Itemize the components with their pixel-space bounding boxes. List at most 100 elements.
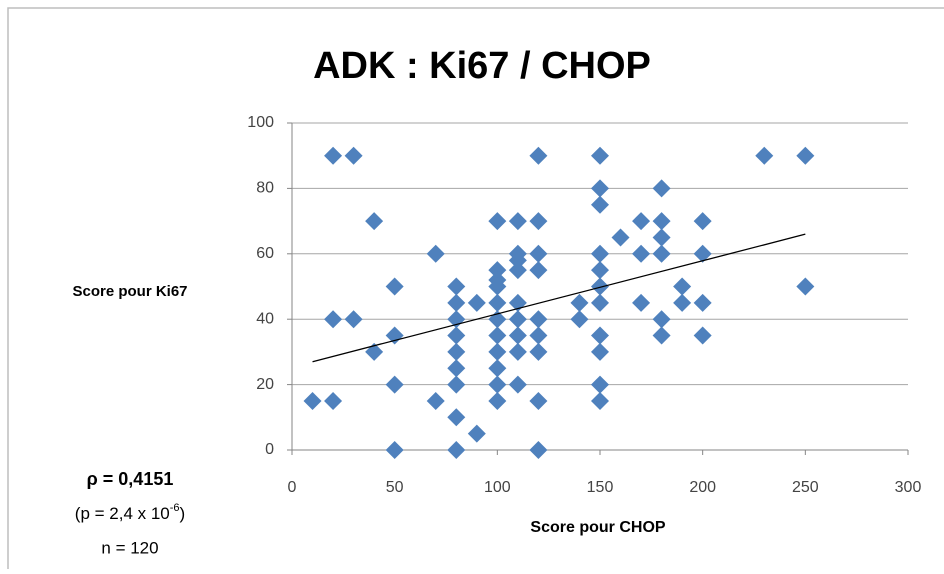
scatter-point	[324, 391, 343, 410]
scatter-point	[488, 212, 507, 231]
scatter-point	[591, 293, 609, 312]
x-tick-label: 300	[895, 479, 922, 496]
x-tick-label: 200	[689, 479, 716, 496]
scatter-point	[529, 391, 548, 410]
x-tick-label: 150	[587, 479, 614, 496]
y-tick-label: 20	[256, 376, 274, 393]
scatter-point	[508, 326, 527, 345]
scatter-point	[488, 261, 507, 280]
scatter-point	[796, 146, 815, 165]
scatter-point	[447, 408, 466, 427]
scatter-point	[529, 244, 548, 263]
scatter-point	[426, 391, 445, 410]
scatter-point	[591, 391, 609, 410]
scatter-point	[570, 293, 589, 312]
scatter-point	[488, 375, 507, 394]
x-tick-label: 0	[288, 479, 297, 496]
scatter-point	[344, 146, 363, 165]
x-tick-label: 250	[792, 479, 819, 496]
scatter-point	[529, 310, 548, 329]
scatter-point	[508, 310, 527, 329]
scatter-point	[488, 342, 507, 361]
scatter-point	[591, 244, 609, 263]
scatter-point	[365, 212, 384, 231]
scatter-point	[467, 293, 486, 312]
chart-title: ADK : Ki67 / CHOP	[313, 45, 651, 87]
scatter-point	[673, 277, 692, 296]
scatter-point	[591, 195, 609, 214]
scatter-point	[447, 441, 466, 459]
scatter-point	[632, 244, 651, 263]
x-tick-label: 50	[386, 479, 404, 496]
scatter-point	[447, 342, 466, 361]
scatter-point	[529, 342, 548, 361]
trendline	[312, 233, 806, 363]
p-annotation: (p = 2,4 x 10-6)	[75, 502, 185, 524]
chart-border	[7, 7, 944, 574]
scatter-point	[467, 424, 486, 443]
scatter-point	[447, 359, 466, 378]
scatter-point	[488, 277, 507, 296]
scatter-point	[508, 375, 527, 394]
scatter-point	[693, 326, 712, 345]
scatter-point	[529, 212, 548, 231]
rho-annotation: ρ = 0,4151	[87, 469, 174, 489]
scatter-point	[385, 441, 404, 459]
scatter-point	[591, 326, 609, 345]
scatter-point	[693, 244, 712, 263]
scatter-point	[652, 212, 671, 231]
scatter-point	[324, 146, 343, 165]
scatter-point	[652, 310, 671, 329]
x-tick-label: 100	[484, 479, 511, 496]
p-text: (p = 2,4 x 10	[75, 504, 170, 523]
scatter-point	[324, 310, 343, 329]
scatter-point	[652, 326, 671, 345]
scatter-point	[385, 277, 404, 296]
scatter-point	[693, 212, 712, 231]
scatter-point	[529, 261, 548, 280]
scatter-point	[652, 228, 671, 247]
x-axis-label: Score pour CHOP	[530, 519, 665, 536]
scatter-point	[796, 277, 815, 296]
scatter-point	[591, 261, 609, 280]
scatter-point	[693, 293, 712, 312]
scatter-point	[508, 342, 527, 361]
scatter-point	[303, 391, 322, 410]
scatter-point	[529, 326, 548, 345]
scatter-point	[673, 293, 692, 312]
y-tick-label: 100	[247, 114, 274, 131]
y-tick-label: 80	[256, 180, 274, 197]
scatter-point	[570, 310, 589, 329]
scatter-point	[611, 228, 630, 247]
scatter-point	[591, 375, 609, 394]
scatter-point	[385, 326, 404, 345]
scatter-point	[488, 359, 507, 378]
scatter-point	[652, 179, 671, 198]
scatter-point	[632, 212, 651, 231]
scatter-point	[591, 146, 609, 165]
scatter-point	[488, 326, 507, 345]
p-exponent: -6	[170, 502, 180, 514]
scatter-point	[344, 310, 363, 329]
scatter-point	[426, 244, 445, 263]
scatter-point	[508, 212, 527, 231]
n-annotation: n = 120	[101, 538, 158, 557]
scatter-point	[488, 391, 507, 410]
scatter-point	[755, 146, 774, 165]
scatter-point	[385, 375, 404, 394]
scatter-point	[447, 375, 466, 394]
scatter-point	[508, 261, 527, 280]
p-close: )	[180, 504, 186, 523]
scatter-point	[652, 244, 671, 263]
scatter-point	[591, 277, 609, 296]
y-axis-label: Score pour Ki67	[72, 283, 187, 300]
scatter-point	[447, 293, 466, 312]
y-tick-label: 0	[265, 441, 274, 458]
scatter-point	[529, 441, 548, 459]
scatter-point	[447, 326, 466, 345]
scatter-point	[488, 293, 507, 312]
scatter-point	[591, 342, 609, 361]
scatter-point	[508, 251, 527, 270]
scatter-point	[591, 179, 609, 198]
